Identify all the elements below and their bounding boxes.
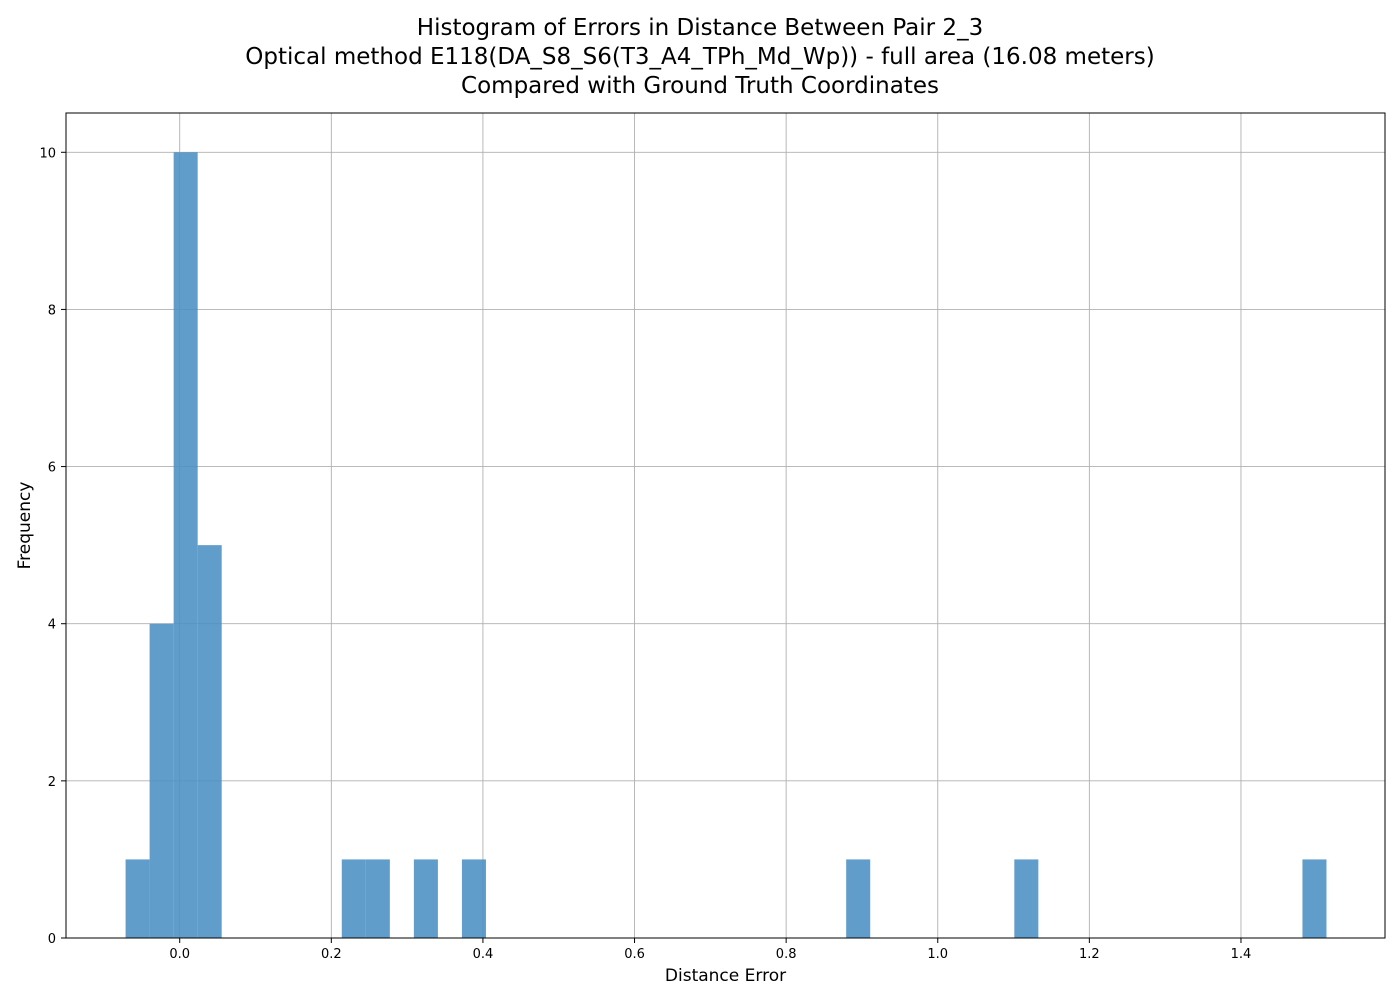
chart-title: Histogram of Errors in Distance Between … <box>0 14 1400 101</box>
histogram-bar <box>846 859 871 938</box>
chart-title-line-2: Optical method E118(DA_S8_S6(T3_A4_TPh_M… <box>245 44 1155 70</box>
x-tick-label: 0.4 <box>473 947 494 962</box>
histogram-bar <box>125 859 150 938</box>
y-tick-label: 2 <box>48 775 56 790</box>
histogram-bar <box>173 152 198 939</box>
y-tick-label: 8 <box>48 303 56 318</box>
histogram-bars <box>125 152 1327 939</box>
y-tick-label: 10 <box>39 146 56 161</box>
x-tick-label: 1.0 <box>927 947 948 962</box>
plot-area-frame <box>65 112 1386 939</box>
x-tick-label: 1.4 <box>1231 947 1252 962</box>
histogram-bar <box>1302 859 1327 938</box>
x-tick-label: 1.2 <box>1079 947 1100 962</box>
y-tick-label: 6 <box>48 461 56 476</box>
x-tick-label: 0.8 <box>776 947 797 962</box>
axis-ticks: 0.0 0.2 0.4 0.6 0.8 1.0 1.2 1.4 0 2 4 6 8 10 <box>39 146 1251 962</box>
grid-lines <box>66 113 1385 939</box>
chart-title-line-3: Compared with Ground Truth Coordinates <box>461 73 939 99</box>
x-tick-label: 0.0 <box>169 947 190 962</box>
chart-title-line-1: Histogram of Errors in Distance Between … <box>416 15 984 41</box>
histogram-bar <box>197 545 222 938</box>
y-tick-label: 4 <box>48 618 56 633</box>
histogram-bar <box>341 859 366 938</box>
histogram-bar <box>461 859 486 938</box>
x-axis-label: Distance Error <box>665 966 786 986</box>
histogram-bar <box>1014 859 1039 938</box>
histogram-bar <box>365 859 390 938</box>
y-axis-label: Frequency <box>15 482 35 570</box>
y-tick-label: 0 <box>48 932 56 947</box>
x-tick-label: 0.6 <box>624 947 645 962</box>
histogram-bar <box>413 859 438 938</box>
histogram-bar <box>149 623 174 938</box>
x-tick-label: 0.2 <box>321 947 342 962</box>
